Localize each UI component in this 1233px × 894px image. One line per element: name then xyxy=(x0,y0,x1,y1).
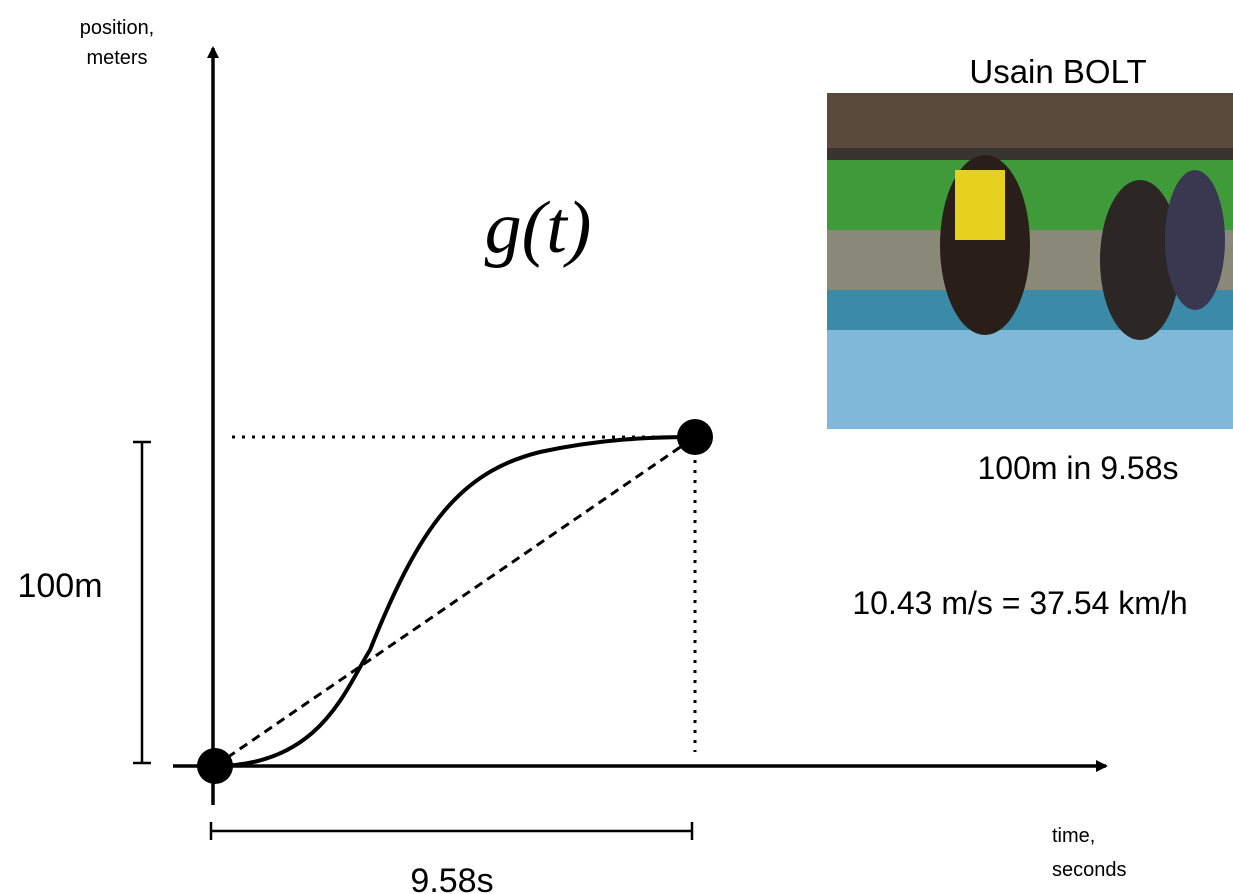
end-point xyxy=(677,419,713,455)
x-axis-label: seconds xyxy=(1052,859,1127,881)
start-point xyxy=(197,748,233,784)
x-axis-label: time, xyxy=(1052,825,1095,847)
photo-title: Usain BOLT xyxy=(969,53,1146,90)
function-label: g(t) xyxy=(485,187,592,269)
position-curve xyxy=(214,435,696,768)
speed-label: 10.43 m/s = 37.54 km/h xyxy=(852,585,1187,621)
photo xyxy=(827,93,1233,429)
photo-caption: 100m in 9.58s xyxy=(977,450,1178,486)
height-label: 100m xyxy=(17,567,102,605)
height-bracket xyxy=(133,440,151,765)
width-label: 9.58s xyxy=(410,862,493,894)
y-axis-label: position, xyxy=(80,17,155,39)
y-axis-label: meters xyxy=(86,47,147,69)
width-bracket xyxy=(209,822,694,840)
secant-line xyxy=(214,435,696,768)
